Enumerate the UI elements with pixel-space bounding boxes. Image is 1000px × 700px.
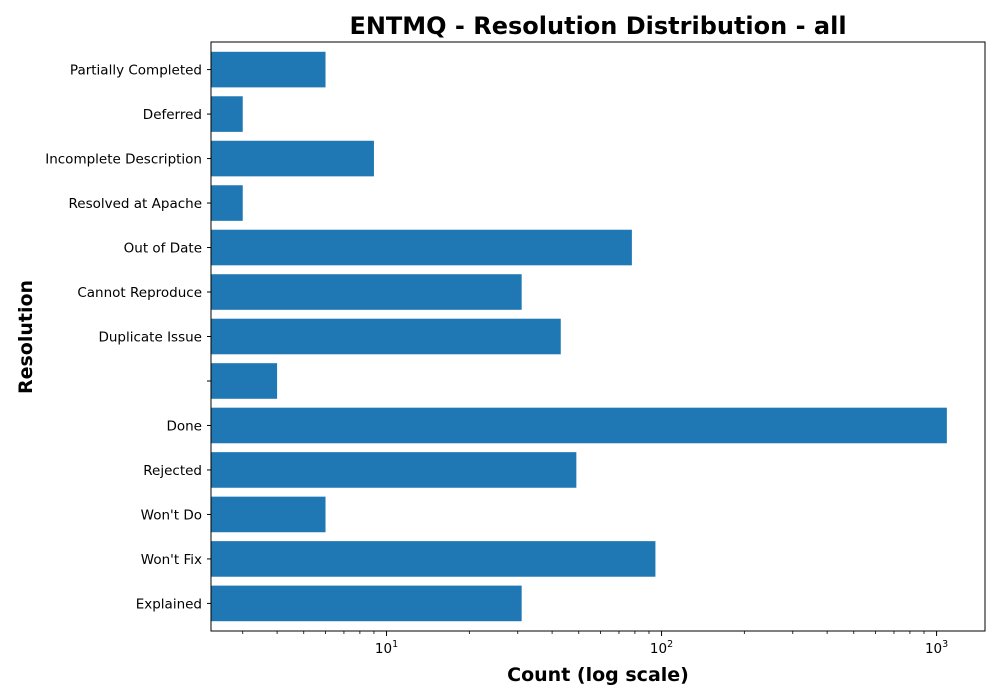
bar [211,541,656,577]
bar [211,185,243,221]
y-tick-label: Cannot Reproduce [77,285,202,301]
bar [211,96,243,132]
y-tick-label: Incomplete Description [45,152,202,168]
bar [211,318,561,355]
bar [211,496,326,533]
y-tick-label: Duplicate Issue [98,330,202,346]
y-tick-label: Resolved at Apache [69,196,203,212]
y-tick-label: Explained [136,596,202,612]
x-tick-label: 101 [375,639,398,657]
bar [211,407,947,444]
y-tick-label: Out of Date [124,241,202,257]
bar [211,363,278,399]
bar [211,51,326,88]
bar [211,140,374,177]
bar [211,274,522,310]
y-tick-label: Won't Fix [141,552,202,568]
bar [211,452,577,488]
y-tick-label: Partially Completed [70,63,202,79]
x-tick-label: 103 [925,639,948,657]
y-tick-label: Done [166,418,202,434]
y-tick-label: Deferred [143,107,202,123]
bar [211,229,632,266]
y-axis-label: Resolution [15,280,37,394]
plot-area: Partially Completed Deferred Incomplete De… [45,41,986,657]
bar [211,585,522,622]
chart-title: ENTMQ - Resolution Distribution - all [349,12,846,40]
x-axis-label: Count (log scale) [507,664,689,686]
y-tick-label: Rejected [143,463,202,479]
x-tick-label: 102 [650,639,673,657]
y-tick-label: Won't Do [141,507,202,523]
